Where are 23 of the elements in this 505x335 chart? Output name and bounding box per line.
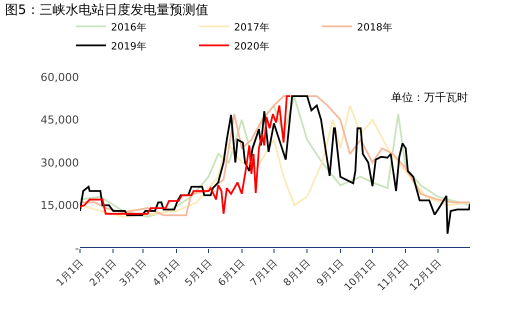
legend-label: 2019年 [111,40,146,52]
y-tick-label: 15,000 [40,199,79,212]
x-tick-label: 6月1日 [216,258,248,289]
y-tick-label: 45,000 [40,114,79,127]
chart-title: 图5：三峡水电站日度发电量预测值 [5,2,208,18]
y-tick-label: 60,000 [40,70,79,84]
legend-label: 2020年 [234,40,270,52]
y-tick-label: - [75,242,80,255]
x-tick-label: 8月1日 [282,258,313,289]
x-tick-label: 2月1日 [88,258,119,289]
legend-label: 2016年 [111,21,146,34]
legend-label: 2018年 [357,21,392,34]
line-series [80,95,291,215]
x-tick-label: 12月1日 [408,258,444,294]
legend-label: 2017年 [234,21,270,34]
y-tick-label: 30,000 [40,156,79,170]
annotation: 单位：万千瓦时 [391,91,468,104]
x-tick-label: 3月1日 [118,258,149,289]
x-tick-label: 5月1日 [183,258,214,289]
x-tick-label: 7月1日 [248,258,280,289]
x-tick-label: 4月1日 [151,258,182,289]
x-tick-label: 1月1日 [54,258,86,289]
x-tick-label: 10月1日 [342,258,378,294]
